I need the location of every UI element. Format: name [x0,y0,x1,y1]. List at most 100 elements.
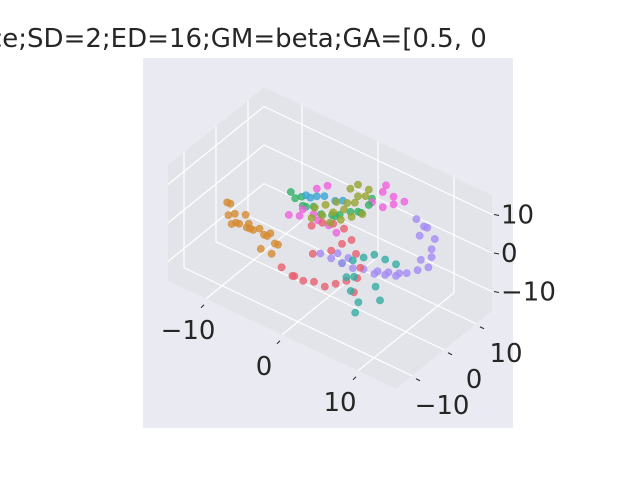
scatter-point-series-0 [340,224,348,233]
scatter-point-series-0 [288,271,297,280]
scatter-point-series-4 [350,272,358,281]
scatter-point-series-2 [343,199,352,207]
scatter-point-series-5 [320,192,329,200]
scatter-point-series-1 [223,198,232,207]
scatter-point-series-6 [338,259,346,268]
scatter-point-series-2 [329,208,338,217]
gridline-z-left [167,183,265,262]
scatter-point-series-2 [358,210,367,218]
scatter-point-series-7 [323,181,332,190]
gridline-z-left [167,106,265,185]
z-tick-mark [493,252,500,255]
scatter-point-series-1 [241,210,250,219]
z-tick-mark [493,291,500,293]
scatter-point-series-4 [348,256,357,265]
scatter-point-series-2 [340,205,348,214]
gridline-z-back [263,105,493,216]
scatter-point-series-4 [359,253,368,262]
scatter-point-series-6 [412,215,421,223]
scatter-point-series-2 [364,185,373,194]
y-tick-mark [415,378,421,382]
scatter-point-series-6 [420,222,428,231]
scatter-point-series-4 [381,255,390,264]
scatter-point-series-7 [295,211,304,220]
scatter-point-series-6 [381,270,390,279]
x-tick-label: 10 [323,388,356,418]
y-tick-label: 10 [489,339,522,369]
scatter-point-series-6 [316,249,325,258]
scatter-point-series-2 [336,215,345,224]
scatter-point-series-2 [321,200,330,209]
y-tick-mark [447,352,453,356]
scatter-point-series-6 [348,264,357,272]
scatter-point-series-6 [413,266,422,275]
scatter-point-series-6 [327,254,336,263]
scatter-point-series-7 [389,200,398,209]
scatter-point-series-0 [347,236,356,244]
scatter-point-series-2 [361,192,370,200]
scatter-point-series-6 [427,253,436,261]
scatter-point-series-5 [312,192,321,201]
scatter-point-series-6 [415,231,424,240]
y-tick-label: −10 [415,391,470,421]
scatter-point-series-1 [230,209,239,218]
scatter-point-series-0 [310,277,318,286]
scatter-point-series-1 [270,239,279,248]
scatter-point-series-1 [232,218,240,227]
scatter-point-series-0 [356,263,365,272]
gridline-y-floor [183,267,413,377]
scatter-point-series-6 [416,255,425,264]
z-tick-mark [493,214,500,216]
scatter-point-series-0 [338,239,346,248]
scatter-point-series-0 [331,279,340,288]
scatter-point-series-4 [370,250,379,259]
scatter-point-series-2 [346,184,355,193]
scatter-point-series-6 [370,269,379,278]
scatter-point-series-4 [371,282,380,291]
x-tick-mark [276,340,281,345]
gridline-y-floor [215,241,445,351]
scatter-point-series-7 [389,192,398,201]
scatter-point-series-1 [224,211,233,219]
x-tick-mark [200,304,205,309]
scatter-point-series-4 [392,260,400,269]
scatter-point-series-1 [267,249,276,258]
y-tick-label: 0 [466,365,483,395]
axis-ticks [200,214,500,382]
scatter-point-series-2 [318,211,327,220]
gridline-z-back [263,144,493,254]
scatter-point-series-2 [332,198,341,206]
z-tick-label: 10 [501,201,534,231]
scatter-point-series-4 [342,273,351,281]
scatter-point-series-6 [427,245,436,254]
scatter-point-series-4 [354,298,363,307]
x-tick-label: −10 [161,316,216,346]
z-tick-label: −10 [501,278,556,308]
scatter-point-series-4 [351,308,360,317]
scatter-points [223,180,439,317]
gridline-z-left [167,144,265,224]
scatter-point-series-2 [354,192,362,201]
scatter-point-series-0 [308,249,317,258]
scatter-point-series-2 [347,212,356,221]
x-tick-label: 0 [256,352,273,382]
scatter-point-series-2 [354,180,362,189]
scatter-point-series-6 [424,263,433,272]
scatter-point-series-0 [320,282,329,291]
scatter-point-series-7 [382,181,390,190]
scatter-point-series-4 [376,296,384,305]
scatter-point-series-3 [286,188,295,196]
scatter-point-series-0 [318,218,327,227]
scatter-point-series-2 [307,214,316,222]
gridline-z-back [263,182,493,293]
scatter-point-series-0 [352,249,360,258]
scatter-point-series-3 [291,194,300,203]
scatter-point-series-2 [310,203,319,212]
scatter-point-series-0 [277,263,286,272]
scatter-point-series-2 [350,198,359,207]
scatter-point-series-6 [430,235,439,243]
scatter-point-series-0 [327,246,336,255]
scatter-point-series-7 [332,228,341,237]
scatter-point-series-6 [402,269,411,277]
